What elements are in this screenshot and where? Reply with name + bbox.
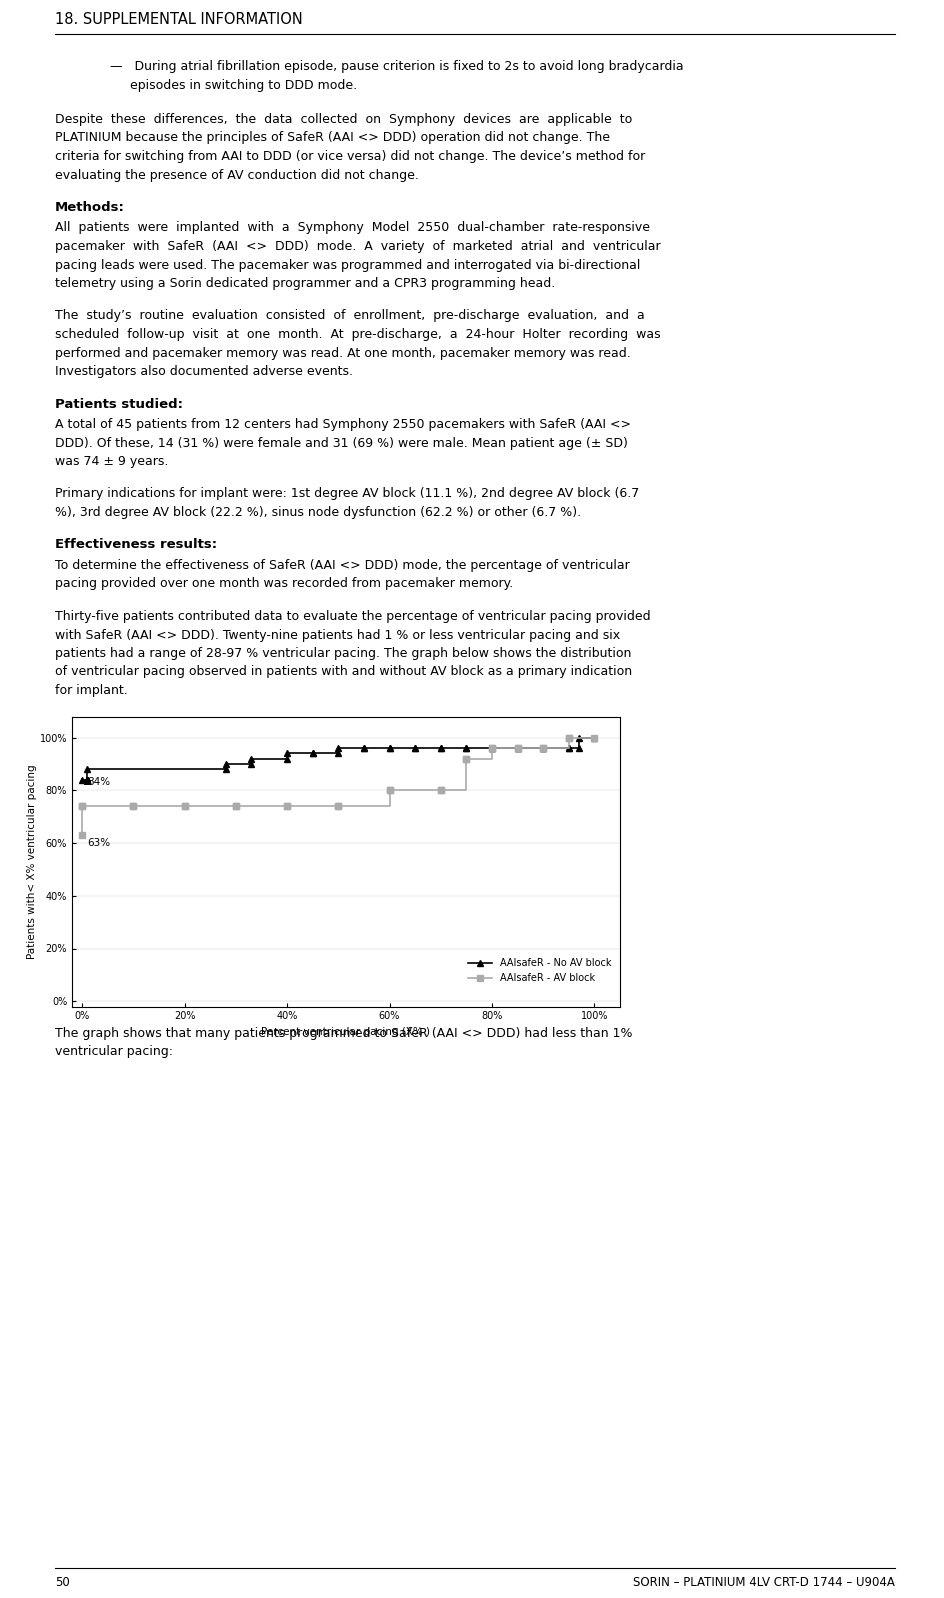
Text: A total of 45 patients from 12 centers had Symphony 2550 pacemakers with SafeR (: A total of 45 patients from 12 centers h… bbox=[55, 419, 631, 431]
Text: Patients studied:: Patients studied: bbox=[55, 398, 183, 411]
Text: criteria for switching from AAI to DDD (or vice versa) did not change. The devic: criteria for switching from AAI to DDD (… bbox=[55, 150, 645, 163]
Text: %), 3rd degree AV block (22.2 %), sinus node dysfunction (62.2 %) or other (6.7 : %), 3rd degree AV block (22.2 %), sinus … bbox=[55, 507, 581, 519]
Text: To determine the effectiveness of SafeR (AAI <> DDD) mode, the percentage of ven: To determine the effectiveness of SafeR … bbox=[55, 559, 629, 572]
Text: pacing provided over one month was recorded from pacemaker memory.: pacing provided over one month was recor… bbox=[55, 577, 513, 591]
Text: Methods:: Methods: bbox=[55, 201, 125, 214]
Text: 84%: 84% bbox=[87, 777, 110, 788]
Text: Thirty-five patients contributed data to evaluate the percentage of ventricular : Thirty-five patients contributed data to… bbox=[55, 610, 649, 623]
Text: of ventricular pacing observed in patients with and without AV block as a primar: of ventricular pacing observed in patien… bbox=[55, 665, 632, 679]
Text: Primary indications for implant were: 1st degree AV block (11.1 %), 2nd degree A: Primary indications for implant were: 1s… bbox=[55, 487, 638, 500]
Text: pacemaker  with  SafeR  (AAI  <>  DDD)  mode.  A  variety  of  marketed  atrial : pacemaker with SafeR (AAI <> DDD) mode. … bbox=[55, 240, 660, 252]
Text: 63%: 63% bbox=[87, 837, 110, 847]
Text: All  patients  were  implanted  with  a  Symphony  Model  2550  dual-chamber  ra: All patients were implanted with a Symph… bbox=[55, 222, 649, 235]
X-axis label: Percent ventricular pacing (X% ): Percent ventricular pacing (X% ) bbox=[261, 1028, 430, 1037]
Y-axis label: Patients with< X% ventricular pacing: Patients with< X% ventricular pacing bbox=[26, 764, 37, 959]
Text: Effectiveness results:: Effectiveness results: bbox=[55, 539, 217, 551]
Text: SORIN – PLATINIUM 4LV CRT-D 1744 – U904A: SORIN – PLATINIUM 4LV CRT-D 1744 – U904A bbox=[632, 1576, 894, 1588]
Text: episodes in switching to DDD mode.: episodes in switching to DDD mode. bbox=[110, 78, 357, 91]
Text: 50: 50 bbox=[55, 1576, 70, 1588]
Text: —   During atrial fibrillation episode, pause criterion is fixed to 2s to avoid : — During atrial fibrillation episode, pa… bbox=[110, 61, 683, 74]
Text: Investigators also documented adverse events.: Investigators also documented adverse ev… bbox=[55, 364, 353, 379]
Text: Despite  these  differences,  the  data  collected  on  Symphony  devices  are  : Despite these differences, the data coll… bbox=[55, 113, 632, 126]
Text: with SafeR (AAI <> DDD). Twenty-nine patients had 1 % or less ventricular pacing: with SafeR (AAI <> DDD). Twenty-nine pat… bbox=[55, 628, 619, 641]
Text: scheduled  follow-up  visit  at  one  month.  At  pre-discharge,  a  24-hour  Ho: scheduled follow-up visit at one month. … bbox=[55, 328, 660, 340]
Text: evaluating the presence of AV conduction did not change.: evaluating the presence of AV conduction… bbox=[55, 168, 418, 182]
Text: 18. SUPPLEMENTAL INFORMATION: 18. SUPPLEMENTAL INFORMATION bbox=[55, 13, 302, 27]
Text: The  study’s  routine  evaluation  consisted  of  enrollment,  pre-discharge  ev: The study’s routine evaluation consisted… bbox=[55, 310, 644, 323]
Text: performed and pacemaker memory was read. At one month, pacemaker memory was read: performed and pacemaker memory was read.… bbox=[55, 347, 630, 360]
Text: telemetry using a Sorin dedicated programmer and a CPR3 programming head.: telemetry using a Sorin dedicated progra… bbox=[55, 276, 555, 289]
Text: was 74 ± 9 years.: was 74 ± 9 years. bbox=[55, 455, 168, 468]
Text: ventricular pacing:: ventricular pacing: bbox=[55, 1045, 173, 1058]
Text: pacing leads were used. The pacemaker was programmed and interrogated via bi-dir: pacing leads were used. The pacemaker wa… bbox=[55, 259, 640, 272]
Text: The graph shows that many patients programmed to SafeR (AAI <> DDD) had less tha: The graph shows that many patients progr… bbox=[55, 1026, 632, 1040]
Text: patients had a range of 28-97 % ventricular pacing. The graph below shows the di: patients had a range of 28-97 % ventricu… bbox=[55, 647, 631, 660]
Legend: AAIsafeR - No AV block, AAIsafeR - AV block: AAIsafeR - No AV block, AAIsafeR - AV bl… bbox=[464, 954, 615, 988]
Text: for implant.: for implant. bbox=[55, 684, 127, 697]
Text: DDD). Of these, 14 (31 %) were female and 31 (69 %) were male. Mean patient age : DDD). Of these, 14 (31 %) were female an… bbox=[55, 436, 627, 449]
Text: PLATINIUM because the principles of SafeR (AAI <> DDD) operation did not change.: PLATINIUM because the principles of Safe… bbox=[55, 131, 610, 144]
